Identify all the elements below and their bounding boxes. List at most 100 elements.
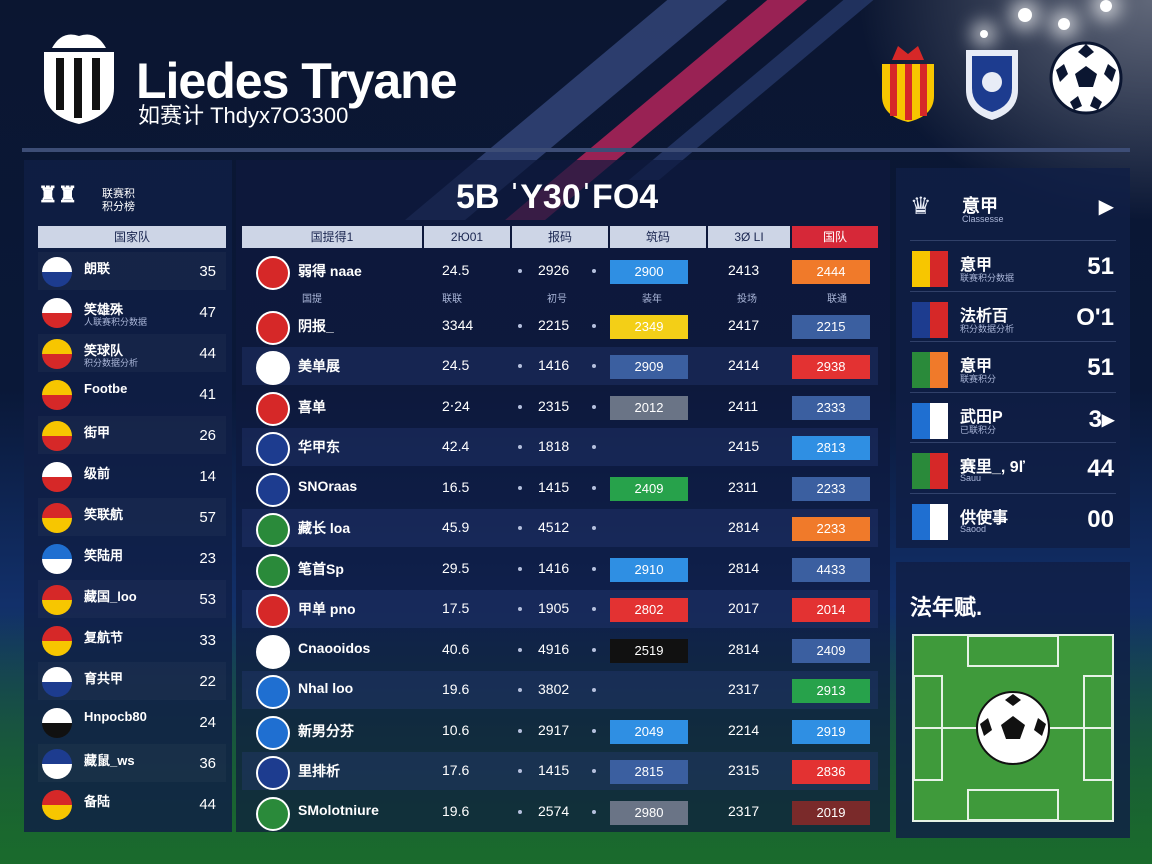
stat-e-chip[interactable]: 4433: [792, 557, 870, 582]
standings-row[interactable]: 笑陆用 23: [38, 539, 226, 577]
table-row[interactable]: 弱得 naae 24.5 2926 2900 2413 2444: [242, 252, 878, 290]
standings-row[interactable]: Hnpocb80 24: [38, 703, 226, 741]
stat-b: 1415: [538, 478, 570, 495]
league-value: O'1: [1076, 303, 1114, 331]
table-row[interactable]: 华甲东 42.4 1818 2415 2813: [242, 428, 878, 466]
team-points: 24: [199, 714, 216, 731]
table-row[interactable]: 美单展 24.5 1416 2909 2414 2938: [242, 347, 878, 385]
team-name: 朗联: [84, 261, 111, 276]
stat-e-chip[interactable]: 2333: [792, 395, 870, 420]
stat-e-chip[interactable]: 2919: [792, 719, 870, 744]
stat-c-chip[interactable]: 2815: [610, 760, 688, 784]
separator-dot: [518, 688, 522, 692]
team-flag-icon: [42, 708, 72, 738]
league-subtitle: 已联积分: [960, 424, 997, 435]
column-header-b[interactable]: 报码: [512, 226, 608, 248]
team-flag-icon: [42, 790, 72, 820]
team-badge-icon: [256, 715, 290, 750]
column-header-a[interactable]: 2Ю01: [424, 226, 510, 248]
table-row[interactable]: 阴报_ 3344 2215 2349 2417 2215: [242, 307, 878, 345]
stat-e-chip[interactable]: 2444: [792, 260, 870, 284]
league-value: 3▸: [1088, 405, 1114, 433]
stat-e-chip[interactable]: 2233: [792, 517, 870, 541]
stat-e-chip[interactable]: 2215: [792, 314, 870, 339]
column-header-d[interactable]: 3Ø LI: [708, 226, 790, 248]
table-row[interactable]: Cnaooidos 40.6 4916 2519 2814 2409: [242, 631, 878, 669]
league-row[interactable]: 供使事 Saood 00: [910, 492, 1116, 546]
stat-e-chip[interactable]: 2836: [792, 760, 870, 784]
team-badge-icon: [256, 553, 290, 588]
stat-c-chip[interactable]: 2049: [610, 719, 688, 744]
stat-e-chip[interactable]: 2813: [792, 436, 870, 460]
team-flag-icon: [42, 667, 72, 697]
standings-row[interactable]: 街甲 26: [38, 416, 226, 454]
column-header-e[interactable]: 国队: [792, 226, 878, 248]
column-header-c[interactable]: 筑码: [610, 226, 706, 248]
stat-e-chip[interactable]: 2409: [792, 638, 870, 663]
team-points: 41: [199, 386, 216, 403]
standings-row[interactable]: 复航节 33: [38, 621, 226, 659]
stat-d: 2317: [728, 802, 760, 819]
stat-c-chip[interactable]: 2909: [610, 355, 688, 379]
column-header-team[interactable]: 国提得1: [242, 226, 422, 248]
separator-dot: [592, 607, 596, 611]
right-panel-header: ♛ 意甲 Classesse ▶: [910, 188, 1120, 228]
stat-c-chip[interactable]: 2409: [610, 476, 688, 501]
standings-row[interactable]: 笑球队 积分数据分析 44: [38, 334, 226, 372]
separator-dot: [518, 404, 522, 409]
stat-e-chip[interactable]: 2913: [792, 679, 870, 703]
team-points: 53: [199, 591, 216, 608]
crest-blue-icon[interactable]: [962, 40, 1022, 124]
league-row[interactable]: 意甲 联赛积分 51: [910, 341, 1116, 394]
team-flag-icon: [42, 462, 72, 492]
table-row[interactable]: 藏长 loa 45.9 4512 2814 2233: [242, 509, 878, 547]
stat-c-chip[interactable]: 2519: [610, 638, 688, 663]
stat-c-chip[interactable]: 2802: [610, 598, 688, 622]
table-row[interactable]: 笔首Sp 29.5 1416 2910 2814 4433: [242, 550, 878, 588]
table-row[interactable]: 新男分芬 10.6 2917 2049 2214 2919: [242, 712, 878, 750]
table-row[interactable]: Nhal loo 19.6 3802 2317 2913: [242, 671, 878, 709]
team-badge-icon: [256, 634, 290, 669]
next-arrow-icon[interactable]: ▶: [1098, 196, 1114, 218]
table-row[interactable]: SNOraas 16.5 1415 2409 2311 2233: [242, 469, 878, 507]
stat-e-chip[interactable]: 2014: [792, 598, 870, 622]
league-row[interactable]: 法析百 积分数据分析 O'1: [910, 290, 1116, 344]
stat-c-chip[interactable]: 2012: [610, 395, 688, 420]
stat-e-chip[interactable]: 2938: [792, 355, 870, 379]
stat-c-chip[interactable]: 2900: [610, 260, 688, 284]
standings-row[interactable]: 笑联航 57: [38, 498, 226, 536]
team-flag-icon: [42, 339, 72, 369]
stat-e-chip[interactable]: 2233: [792, 476, 870, 501]
team-flag-icon: [42, 585, 72, 615]
stat-e-chip[interactable]: 2019: [792, 800, 870, 825]
table-row[interactable]: SMolotniure 19.6 2574 2980 2317 2019: [242, 793, 878, 831]
standings-row[interactable]: 藏国_loo 53: [38, 580, 226, 618]
standings-row[interactable]: 育共甲 22: [38, 662, 226, 700]
left-panel-title: 联赛积 积分榜: [102, 188, 135, 214]
football-icon[interactable]: [1048, 40, 1124, 116]
standings-row[interactable]: 笑雄殊 人联赛积分数据 47: [38, 293, 226, 331]
table-row[interactable]: 里排析 17.6 1415 2815 2315 2836: [242, 752, 878, 790]
team-name: 笑球队: [84, 343, 124, 358]
stat-b: 1415: [538, 762, 570, 778]
standings-row[interactable]: 朗联 35: [38, 252, 226, 290]
league-row[interactable]: 赛里_, 9ľ Sauu 44: [910, 442, 1116, 495]
crest-red-yellow-icon[interactable]: [878, 40, 938, 124]
team-flag-icon: [42, 749, 72, 779]
stat-b: 2917: [538, 721, 570, 738]
table-row[interactable]: 喜单 2‧24 2315 2012 2411 2333: [242, 388, 878, 426]
league-row[interactable]: 意甲 联赛积分数据 51: [910, 240, 1116, 293]
stat-c-chip[interactable]: 2980: [610, 800, 688, 825]
separator-dot: [592, 728, 596, 733]
standings-row[interactable]: 藏鼠_ws 36: [38, 744, 226, 782]
league-crest-icon: ♛: [910, 193, 932, 220]
table-row[interactable]: 甲单 pno 17.5 1905 2802 2017 2014: [242, 590, 878, 628]
stat-c-chip[interactable]: 2910: [610, 557, 688, 582]
standings-row[interactable]: Footbe 41: [38, 375, 226, 413]
standings-row[interactable]: 级前 14: [38, 457, 226, 495]
team-name: 美单展: [298, 358, 340, 374]
team-points: 47: [199, 304, 216, 321]
league-row[interactable]: 武田P 已联积分 3▸: [910, 391, 1116, 445]
standings-row[interactable]: 备陆 44: [38, 785, 226, 823]
stat-c-chip[interactable]: 2349: [610, 314, 688, 339]
